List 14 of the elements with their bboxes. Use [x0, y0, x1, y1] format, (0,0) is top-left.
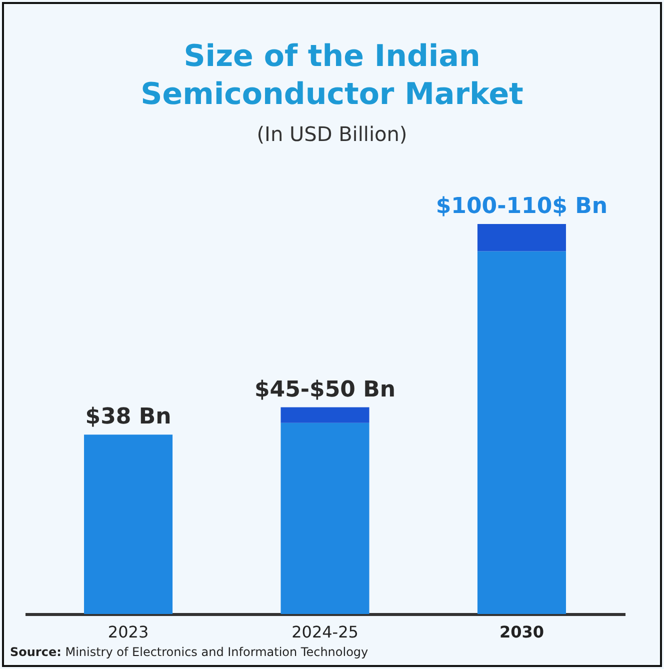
annotation: $45-$50 Bn	[254, 377, 396, 402]
x-tick-label: 2023	[108, 622, 149, 642]
bar	[477, 251, 566, 614]
annotation: $100-110$ Bn	[436, 194, 608, 219]
x-tick-label: 2030	[499, 622, 544, 642]
source-note: Source: Ministry of Electronics and Information Technology	[10, 645, 368, 659]
bar	[84, 434, 173, 614]
bar	[280, 407, 370, 423]
bar	[477, 224, 566, 252]
x-tick-label: 2024-25	[292, 622, 358, 642]
annotation: $38 Bn	[85, 404, 172, 430]
chart-title: Size of the Indian Semiconductor Market	[140, 38, 524, 114]
chart-subtitle: (In USD Billion)	[256, 122, 408, 146]
bar	[280, 422, 370, 614]
